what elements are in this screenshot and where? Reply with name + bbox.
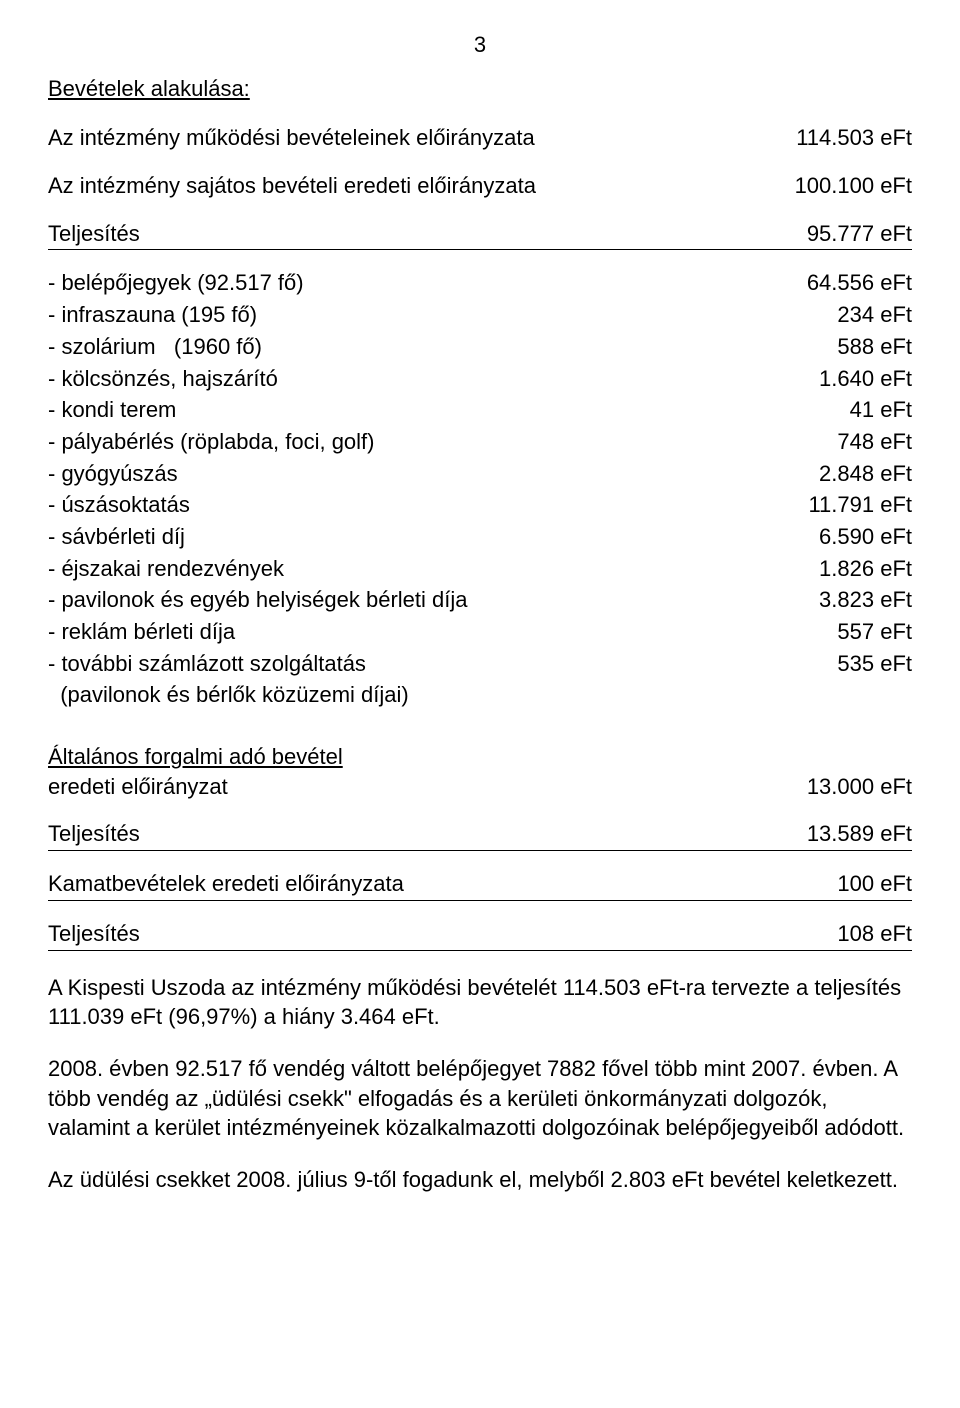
detail-item-value: 234 eFt xyxy=(819,300,912,330)
detail-item-value: 2.848 eFt xyxy=(801,459,912,489)
line-mukodesi: Az intézmény működési bevételeinek előir… xyxy=(48,123,912,153)
detail-item-label: - további számlázott szolgáltatás xyxy=(48,649,819,679)
detail-item-value: 1.826 eFt xyxy=(801,554,912,584)
line-mukodesi-value: 114.503 eFt xyxy=(778,123,912,153)
detail-item: - sávbérleti díj6.590 eFt xyxy=(48,522,912,552)
teljesites-2-value: 13.589 eFt xyxy=(789,819,912,849)
teljesites-2-label: Teljesítés xyxy=(48,819,140,849)
detail-item: - pályabérlés (röplabda, foci, golf)748 … xyxy=(48,427,912,457)
detail-item-label: - kölcsönzés, hajszárító xyxy=(48,364,801,394)
afa-row-value: 13.000 eFt xyxy=(789,772,912,802)
detail-item-value: 535 eFt xyxy=(819,649,912,679)
detail-item: - éjszakai rendezvények1.826 eFt xyxy=(48,554,912,584)
detail-item-label: - pályabérlés (röplabda, foci, golf) xyxy=(48,427,819,457)
detail-item-value: 41 eFt xyxy=(832,395,912,425)
detail-item: - kondi terem41 eFt xyxy=(48,395,912,425)
detail-item-label: - gyógyúszás xyxy=(48,459,801,489)
line-sajatos-value: 100.100 eFt xyxy=(777,171,912,201)
detail-item: - úszásoktatás11.791 eFt xyxy=(48,490,912,520)
detail-item-value: 1.640 eFt xyxy=(801,364,912,394)
detail-item-label: - infraszauna (195 fő) xyxy=(48,300,819,330)
detail-item-value: 557 eFt xyxy=(819,617,912,647)
detail-item-label: - kondi terem xyxy=(48,395,832,425)
underline-spacer xyxy=(140,819,789,849)
detail-item-value xyxy=(894,680,912,710)
underline-spacer xyxy=(404,869,820,899)
line-mukodesi-label: Az intézmény működési bevételeinek előir… xyxy=(48,123,778,153)
detail-item-label: (pavilonok és bérlők közüzemi díjai) xyxy=(48,680,894,710)
section-title: Bevételek alakulása: xyxy=(48,76,250,101)
teljesites-1: Teljesítés 95.777 eFt xyxy=(48,219,912,251)
kamat-row-label: Kamatbevételek eredeti előirányzata xyxy=(48,869,404,899)
detail-item-label: - sávbérleti díj xyxy=(48,522,801,552)
teljesites-3-value: 108 eFt xyxy=(819,919,912,949)
detail-item-label: - pavilonok és egyéb helyiségek bérleti … xyxy=(48,585,801,615)
teljesites-2: Teljesítés 13.589 eFt xyxy=(48,819,912,851)
detail-item-label: - éjszakai rendezvények xyxy=(48,554,801,584)
paragraph-2: 2008. évben 92.517 fő vendég váltott bel… xyxy=(48,1054,912,1143)
detail-item: - kölcsönzés, hajszárító1.640 eFt xyxy=(48,364,912,394)
teljesites-1-label: Teljesítés xyxy=(48,219,140,249)
detail-item-value: 748 eFt xyxy=(819,427,912,457)
afa-title: Általános forgalmi adó bevétel xyxy=(48,742,912,772)
detail-item-value: 588 eFt xyxy=(819,332,912,362)
detail-item-label: - belépőjegyek (92.517 fő) xyxy=(48,268,789,298)
paragraph-1: A Kispesti Uszoda az intézmény működési … xyxy=(48,973,912,1032)
detail-item: - reklám bérleti díja557 eFt xyxy=(48,617,912,647)
line-sajatos-label: Az intézmény sajátos bevételi eredeti el… xyxy=(48,171,777,201)
detail-item-value: 64.556 eFt xyxy=(789,268,912,298)
detail-item-label: - szolárium (1960 fő) xyxy=(48,332,819,362)
underline-spacer xyxy=(140,219,789,249)
kamat-row: Kamatbevételek eredeti előirányzata 100 … xyxy=(48,869,912,901)
page-number: 3 xyxy=(48,30,912,60)
paragraph-3: Az üdülési csekket 2008. július 9-től fo… xyxy=(48,1165,912,1195)
detail-item: - szolárium (1960 fő)588 eFt xyxy=(48,332,912,362)
detail-item: - további számlázott szolgáltatás535 eFt xyxy=(48,649,912,679)
detail-item: (pavilonok és bérlők közüzemi díjai) xyxy=(48,680,912,710)
teljesites-3-label: Teljesítés xyxy=(48,919,140,949)
detail-item-value: 3.823 eFt xyxy=(801,585,912,615)
detail-item: - pavilonok és egyéb helyiségek bérleti … xyxy=(48,585,912,615)
line-sajatos: Az intézmény sajátos bevételi eredeti el… xyxy=(48,171,912,201)
detail-item-value: 6.590 eFt xyxy=(801,522,912,552)
kamat-row-value: 100 eFt xyxy=(819,869,912,899)
detail-item: - belépőjegyek (92.517 fő)64.556 eFt xyxy=(48,268,912,298)
afa-row: eredeti előirányzat 13.000 eFt xyxy=(48,772,912,802)
teljesites-3: Teljesítés 108 eFt xyxy=(48,919,912,951)
detail-item-label: - úszásoktatás xyxy=(48,490,790,520)
detail-item: - infraszauna (195 fő)234 eFt xyxy=(48,300,912,330)
underline-spacer xyxy=(140,919,820,949)
detail-item-value: 11.791 eFt xyxy=(790,490,912,520)
detail-items: - belépőjegyek (92.517 fő)64.556 eFt- in… xyxy=(48,268,912,710)
afa-row-label: eredeti előirányzat xyxy=(48,772,789,802)
detail-item: - gyógyúszás2.848 eFt xyxy=(48,459,912,489)
teljesites-1-value: 95.777 eFt xyxy=(789,219,912,249)
detail-item-label: - reklám bérleti díja xyxy=(48,617,819,647)
